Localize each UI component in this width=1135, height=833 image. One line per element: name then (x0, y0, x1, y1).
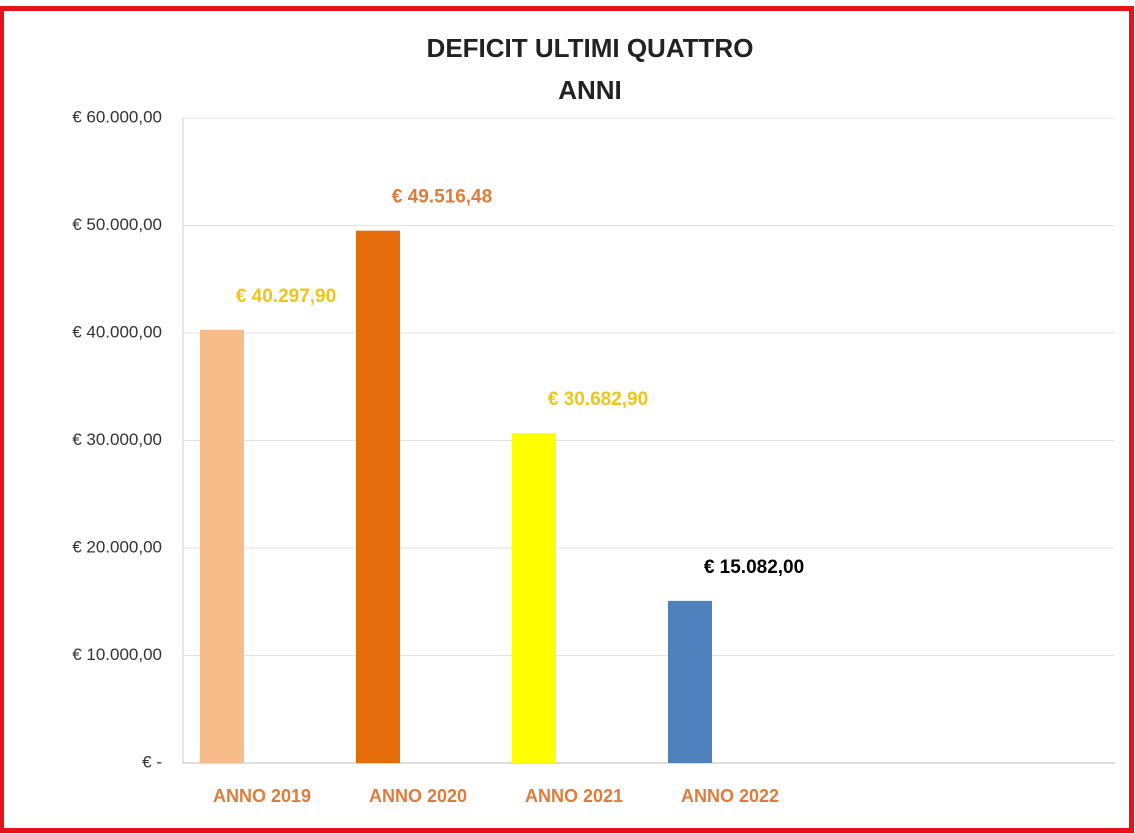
y-tick-label: € 60.000,00 (72, 107, 162, 126)
x-tick-label: ANNO 2021 (525, 786, 623, 806)
bar (356, 230, 400, 763)
x-tick-label: ANNO 2019 (213, 786, 311, 806)
y-tick-label: € 20.000,00 (72, 537, 162, 556)
bar (512, 433, 556, 763)
frame (0, 6, 1134, 833)
chart-title: ANNI (558, 75, 622, 105)
x-tick-label: ANNO 2020 (369, 786, 467, 806)
y-tick-label: € - (142, 752, 162, 771)
y-tick-label: € 30.000,00 (72, 430, 162, 449)
chart-title: DEFICIT ULTIMI QUATTRO (427, 33, 754, 63)
bar (668, 600, 712, 763)
y-tick-label: € 10.000,00 (72, 645, 162, 664)
data-label: € 15.082,00 (704, 557, 804, 578)
y-tick-label: € 50.000,00 (72, 215, 162, 234)
x-tick-label: ANNO 2022 (681, 786, 779, 806)
y-tick-label: € 40.000,00 (72, 322, 162, 341)
data-label: € 30.682,90 (548, 389, 648, 410)
data-label: € 40.297,90 (236, 286, 336, 307)
bar (200, 329, 244, 763)
data-label: € 49.516,48 (392, 187, 492, 208)
